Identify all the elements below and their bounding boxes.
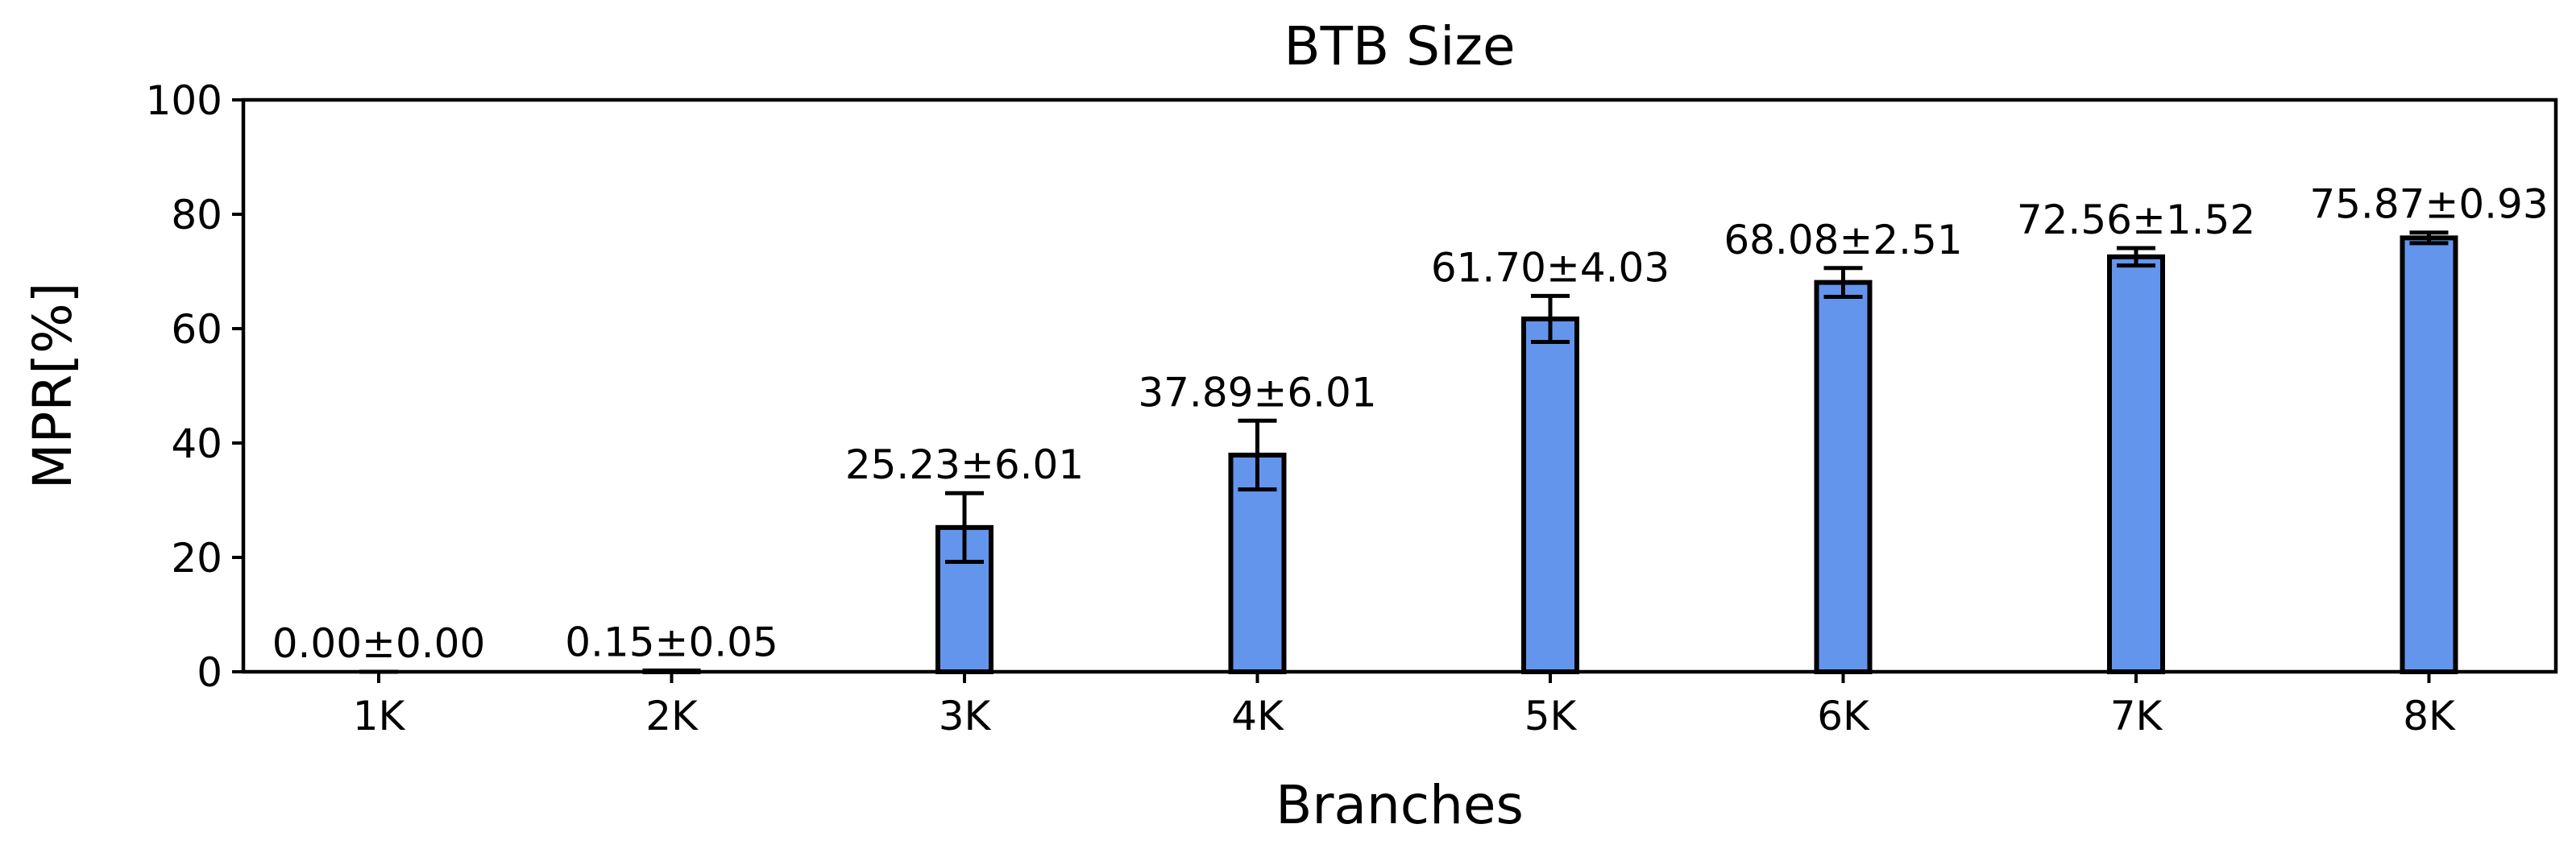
data-label-2K: 0.15±0.05 bbox=[565, 619, 778, 666]
data-label-7K: 72.56±1.52 bbox=[2017, 197, 2255, 243]
bar-7K bbox=[2107, 254, 2165, 675]
data-label-8K: 75.87±0.93 bbox=[2309, 181, 2548, 228]
data-labels-group: 0.00±0.00 0.15±0.05 25.23±6.01 37.89±6.01 61… bbox=[272, 181, 2549, 667]
error-bar-5K bbox=[1531, 293, 1570, 345]
data-label-3K: 25.23±6.01 bbox=[845, 441, 1084, 488]
error-bar-8K bbox=[2409, 230, 2449, 246]
plot-frame bbox=[241, 97, 2558, 674]
x-tick-label-6K: 6K bbox=[1817, 693, 1870, 739]
y-axis: 0 20 40 60 80 100 bbox=[146, 77, 243, 696]
bar-5K bbox=[1521, 316, 1579, 674]
y-axis-label: MPR[%] bbox=[22, 283, 84, 490]
x-tick-label-7K: 7K bbox=[2110, 693, 2163, 739]
error-bar-6K bbox=[1823, 266, 1863, 299]
x-tick-label-1K: 1K bbox=[353, 693, 406, 739]
data-label-1K: 0.00±0.00 bbox=[272, 620, 486, 667]
x-axis-label: Branches bbox=[1276, 774, 1524, 836]
y-tick-label-40: 40 bbox=[171, 420, 222, 467]
error-bar-7K bbox=[2117, 246, 2155, 268]
data-label-5K: 61.70±4.03 bbox=[1431, 244, 1670, 291]
x-tick-label-4K: 4K bbox=[1231, 693, 1284, 739]
data-label-4K: 37.89±6.01 bbox=[1138, 369, 1376, 416]
chart-title: BTB Size bbox=[1284, 15, 1515, 77]
x-tick-label-8K: 8K bbox=[2403, 693, 2456, 739]
x-tick-label-5K: 5K bbox=[1524, 693, 1578, 739]
x-axis: 1K 2K 3K 4K 5K 6K 7K 8K bbox=[353, 672, 2456, 739]
y-tick-label-100: 100 bbox=[146, 77, 222, 124]
y-tick-label-60: 60 bbox=[171, 306, 222, 353]
y-tick-label-0: 0 bbox=[197, 649, 222, 696]
data-label-6K: 68.08±2.51 bbox=[1724, 217, 1962, 263]
bar-8K bbox=[2400, 235, 2458, 674]
x-tick-label-3K: 3K bbox=[939, 693, 992, 739]
error-bar-3K bbox=[945, 491, 984, 565]
y-tick-label-80: 80 bbox=[171, 192, 222, 238]
x-tick-label-2K: 2K bbox=[645, 693, 699, 739]
error-bar-4K bbox=[1238, 418, 1277, 492]
y-tick-label-20: 20 bbox=[171, 535, 222, 582]
bar-6K bbox=[1814, 280, 1873, 674]
